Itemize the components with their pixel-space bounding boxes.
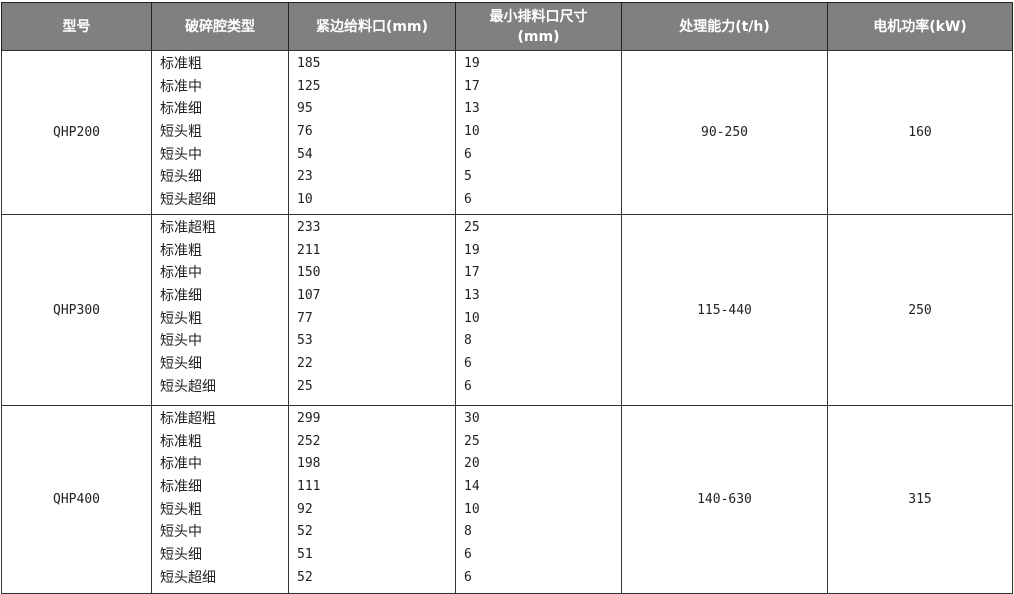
header-cavity-type: 破碎腔类型	[151, 2, 289, 51]
feed-opening-cell-item: 52	[297, 524, 313, 540]
cavity-type-cell-item: 短头超细	[160, 192, 216, 209]
cavity-type-cell-item: 短头中	[160, 333, 202, 350]
cavity-type-cell-item: 短头细	[160, 547, 202, 564]
cavity-type-cell-item: 短头中	[160, 524, 202, 541]
feed-opening-cell-item: 53	[297, 333, 313, 349]
min-discharge-cell-item: 13	[464, 288, 480, 304]
min-discharge-cell: 19 17 13 10 6 5 6	[455, 50, 622, 215]
min-discharge-cell-item: 6	[464, 356, 472, 372]
header-motor-power: 电机功率(kW)	[827, 2, 1013, 51]
feed-opening-cell-item: 52	[297, 569, 313, 585]
feed-opening-cell-item: 10	[297, 192, 313, 208]
feed-opening-cell-item: 77	[297, 310, 313, 326]
feed-opening-cell-item: 299	[297, 411, 321, 426]
table-row: QHP400 标准超粗 标准粗 标准中 标准细 短头粗 短头中 短头细 短头超细 299 252 19…	[1, 405, 1013, 594]
table-row: QHP300 标准超粗 标准粗 标准中 标准细 短头粗 短头中 短头细 短头超细 233 211 15…	[1, 214, 1013, 406]
header-capacity: 处理能力(t/h)	[621, 2, 828, 51]
feed-opening-cell-item: 23	[297, 169, 313, 185]
min-discharge-cell-item: 17	[464, 78, 480, 94]
header-model: 型号	[1, 2, 152, 51]
feed-opening-cell-item: 92	[297, 501, 313, 517]
min-discharge-cell-item: 10	[464, 310, 480, 326]
feed-opening-cell-item: 150	[297, 265, 321, 281]
cavity-type-cell-item: 标准粗	[160, 56, 202, 72]
min-discharge-cell-item: 19	[464, 56, 480, 71]
feed-opening-cell-item: 95	[297, 101, 313, 117]
min-discharge-cell-item: 6	[464, 569, 472, 585]
cavity-type-cell-item: 短头超细	[160, 378, 216, 395]
feed-opening-cell-item: 198	[297, 456, 321, 472]
cavity-type-cell-item: 短头粗	[160, 124, 202, 141]
feed-opening-cell: 233 211 150 107 77 53 22 25	[288, 214, 456, 406]
capacity-cell: 140-630	[621, 405, 828, 594]
header-row: 型号 破碎腔类型 紧边给料口(mm) 最小排料口尺寸(mm) 处理能力(t/h)…	[1, 2, 1013, 51]
min-discharge-cell-item: 6	[464, 192, 472, 208]
cavity-type-cell-item: 标准超粗	[160, 220, 216, 236]
min-discharge-cell-item: 10	[464, 501, 480, 517]
min-discharge-cell-item: 20	[464, 456, 480, 472]
header-feed-opening: 紧边给料口(mm)	[288, 2, 456, 51]
min-discharge-cell: 30 25 20 14 10 8 6 6	[455, 405, 622, 594]
motor-power-cell: 160	[827, 50, 1013, 215]
header-min-discharge: 最小排料口尺寸(mm)	[455, 2, 622, 51]
min-discharge-cell-item: 10	[464, 124, 480, 140]
model-cell: QHP300	[1, 214, 152, 406]
capacity-cell: 115-440	[621, 214, 828, 406]
min-discharge-cell-item: 6	[464, 146, 472, 162]
feed-opening-cell-item: 111	[297, 479, 321, 495]
cavity-type-cell-item: 短头超细	[160, 569, 216, 586]
feed-opening-cell-item: 185	[297, 56, 321, 71]
min-discharge-cell-item: 30	[464, 411, 480, 426]
min-discharge-cell: 25 19 17 13 10 8 6 6	[455, 214, 622, 406]
cavity-type-cell-item: 标准细	[160, 288, 202, 305]
motor-power-cell: 315	[827, 405, 1013, 594]
feed-opening-cell-item: 25	[297, 378, 313, 394]
feed-opening-cell: 299 252 198 111 92 52 51 52	[288, 405, 456, 594]
cavity-type-cell: 标准超粗标准粗标准中标准细短头粗短头中短头细短头超细	[151, 214, 289, 406]
cavity-type-cell-item: 标准粗	[160, 433, 202, 450]
feed-opening-cell-item: 51	[297, 547, 313, 563]
feed-opening-cell: 185 125 95 76 54 23 10	[288, 50, 456, 215]
cavity-type-cell-item: 标准细	[160, 479, 202, 496]
feed-opening-cell-item: 22	[297, 356, 313, 372]
cavity-type-cell-item: 标准粗	[160, 242, 202, 259]
min-discharge-cell-item: 13	[464, 101, 480, 117]
model-cell: QHP200	[1, 50, 152, 215]
feed-opening-cell-item: 76	[297, 124, 313, 140]
cavity-type-cell-item: 标准中	[160, 265, 202, 282]
min-discharge-cell-item: 17	[464, 265, 480, 281]
min-discharge-cell-item: 6	[464, 378, 472, 394]
motor-power-cell: 250	[827, 214, 1013, 406]
min-discharge-cell-item: 14	[464, 479, 480, 495]
min-discharge-cell-item: 8	[464, 333, 472, 349]
cavity-type-cell-item: 短头细	[160, 356, 202, 373]
cavity-type-cell-item: 标准细	[160, 101, 202, 118]
min-discharge-cell-item: 25	[464, 220, 480, 235]
table-row: QHP200 标准粗 标准中 标准细 短头粗 短头中 短头细 短头超细 185 125 95 76 54…	[1, 50, 1013, 215]
feed-opening-cell-item: 54	[297, 146, 313, 162]
model-cell: QHP400	[1, 405, 152, 594]
cavity-type-cell-item: 短头细	[160, 169, 202, 186]
feed-opening-cell-item: 211	[297, 242, 321, 258]
min-discharge-cell-item: 19	[464, 242, 480, 258]
cavity-type-cell: 标准超粗标准粗标准中标准细短头粗短头中短头细短头超细	[151, 405, 289, 594]
cavity-type-cell-item: 短头粗	[160, 501, 202, 518]
min-discharge-cell-item: 8	[464, 524, 472, 540]
cavity-type-cell-item: 短头粗	[160, 310, 202, 327]
cavity-type-cell-item: 标准中	[160, 78, 202, 95]
min-discharge-cell-item: 25	[464, 433, 480, 449]
feed-opening-cell-item: 252	[297, 433, 321, 449]
feed-opening-cell-item: 125	[297, 78, 321, 94]
min-discharge-cell-item: 6	[464, 547, 472, 563]
cavity-type-cell-item: 标准超粗	[160, 411, 216, 427]
cavity-type-cell-item: 标准中	[160, 456, 202, 473]
feed-opening-cell-item: 107	[297, 288, 321, 304]
capacity-cell: 90-250	[621, 50, 828, 215]
feed-opening-cell-item: 233	[297, 220, 321, 235]
cavity-type-cell-item: 短头中	[160, 146, 202, 163]
cavity-type-cell: 标准粗标准中标准细短头粗短头中短头细短头超细	[151, 50, 289, 215]
min-discharge-cell-item: 5	[464, 169, 472, 185]
